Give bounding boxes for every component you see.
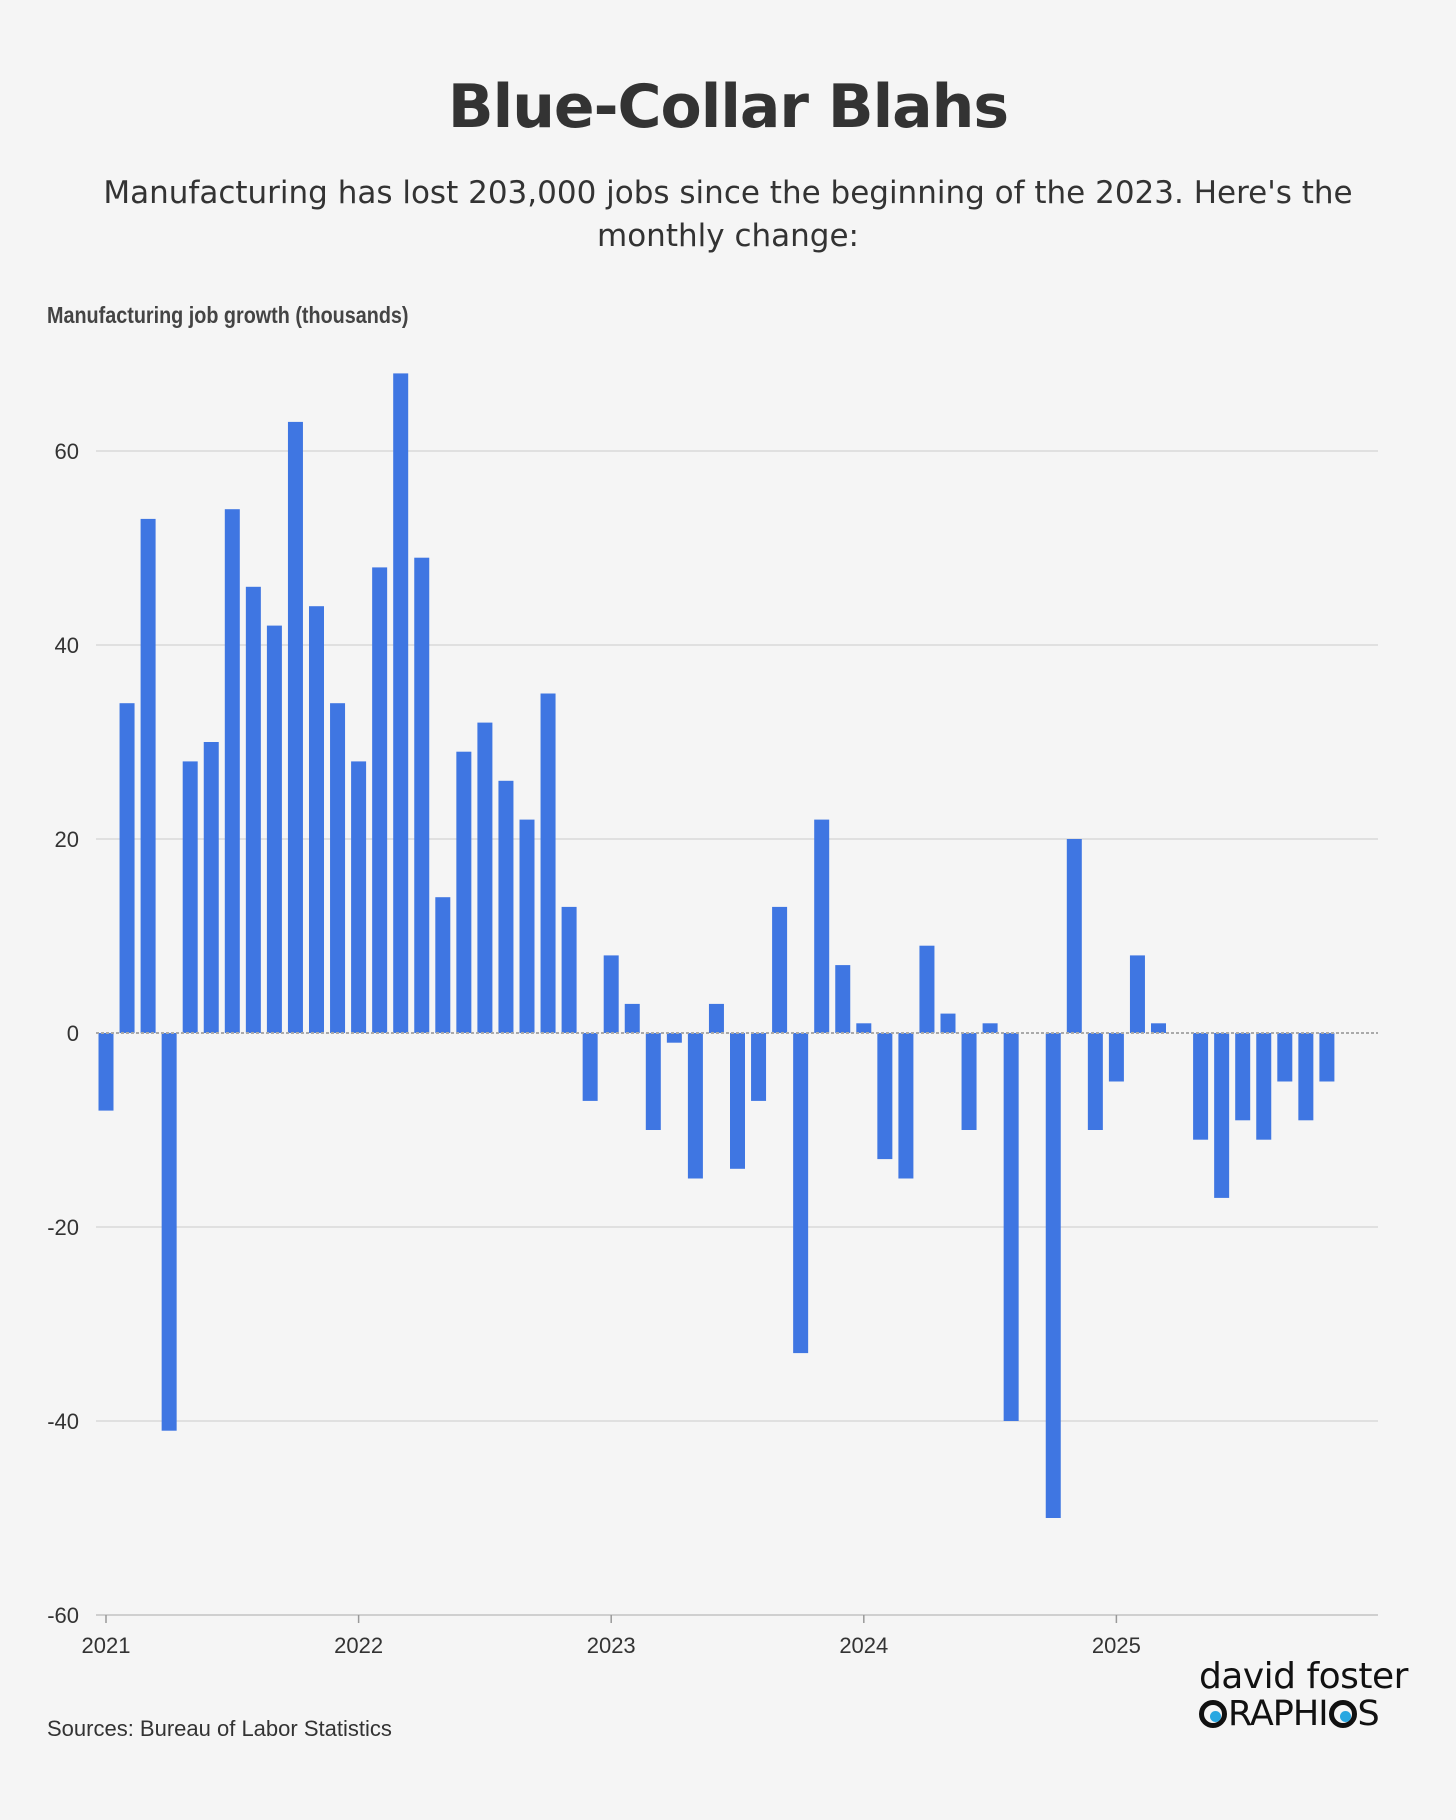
x-tick-label: 2025 [1092, 1633, 1141, 1658]
bar: 2025-01: -5 [1109, 1033, 1124, 1082]
bar: 2025-05: -11 [1193, 1033, 1208, 1140]
y-tick-label: 0 [67, 1021, 79, 1046]
bar: 2023-10: -33 [793, 1033, 808, 1353]
bar: 2023-08: -7 [751, 1033, 766, 1101]
bar: 2024-02: -13 [877, 1033, 892, 1159]
bar: 2024-08: -40 [1004, 1033, 1019, 1421]
x-tick-label: 2023 [587, 1633, 636, 1658]
bar: 2022-08: 26 [498, 781, 513, 1033]
bar: 2025-03: 1 [1151, 1023, 1166, 1033]
bar: 2025-10: -9 [1298, 1033, 1313, 1120]
bar: 2025-08: -11 [1256, 1033, 1271, 1140]
y-tick-label: -40 [47, 1409, 79, 1434]
bar: 2024-10: -50 [1046, 1033, 1061, 1518]
bar: 2022-04: 49 [414, 558, 429, 1033]
bar: 2025-09: -5 [1277, 1033, 1292, 1082]
bar: 2023-03: -10 [646, 1033, 661, 1130]
bar: 2022-07: 32 [477, 723, 492, 1033]
y-tick-label: 20 [55, 827, 79, 852]
logo-g-mark-icon [1199, 1700, 1227, 1728]
bar: 2023-11: 22 [814, 820, 829, 1033]
brand-logo: david foster RAPHI S [1199, 1658, 1408, 1732]
bar: 2022-09: 22 [520, 820, 535, 1033]
x-tick-label: 2022 [334, 1633, 383, 1658]
bar: 2024-05: 2 [941, 1014, 956, 1033]
y-tick-label: -20 [47, 1215, 79, 1240]
bar: 2021-09: 42 [267, 626, 282, 1033]
bar: 2022-05: 14 [435, 897, 450, 1033]
bar: 2024-12: -10 [1088, 1033, 1103, 1130]
bar: 2024-03: -15 [898, 1033, 913, 1179]
bar: 2021-06: 30 [204, 742, 219, 1033]
bar: 2025-06: -17 [1214, 1033, 1229, 1198]
logo-text-bottom: RAPHI S [1199, 1696, 1408, 1732]
bar: 2025-07: -9 [1235, 1033, 1250, 1120]
bar: 2022-01: 28 [351, 761, 366, 1033]
x-tick-label: 2024 [839, 1633, 888, 1658]
bar: 2023-12: 7 [835, 965, 850, 1033]
bar: 2022-03: 68 [393, 373, 408, 1033]
bar: 2023-09: 13 [772, 907, 787, 1033]
bar: 2022-10: 35 [541, 694, 556, 1034]
logo-text-top: david foster [1199, 1658, 1408, 1696]
bar: 2024-04: 9 [919, 946, 934, 1033]
bar: 2021-04: -41 [162, 1033, 177, 1431]
bar: 2021-03: 53 [141, 519, 156, 1033]
bar: 2021-07: 54 [225, 509, 240, 1033]
bar: 2025-02: 8 [1130, 955, 1145, 1033]
bar: 2024-07: 1 [983, 1023, 998, 1033]
y-tick-label: 60 [55, 439, 79, 464]
bar: 2021-05: 28 [183, 761, 198, 1033]
bar: 2021-12: 34 [330, 703, 345, 1033]
logo-text-middle: RAPHI [1228, 1696, 1328, 1732]
logo-c-mark-icon [1329, 1700, 1357, 1728]
bar: 2023-07: -14 [730, 1033, 745, 1169]
logo-text-end: S [1358, 1696, 1379, 1732]
y-tick-label: -60 [47, 1603, 79, 1628]
bar: 2021-02: 34 [120, 703, 135, 1033]
bar: 2023-04: -1 [667, 1033, 682, 1043]
bar-chart: 2021-01: -8 2021-02: 34 2021-03: 53 2021-04… [0, 0, 1456, 1700]
y-axis-ticks: 60 40 20 0 -20 -40 -60 [47, 439, 79, 1628]
bar: 2024-01: 1 [856, 1023, 871, 1033]
bar: 2022-12: -7 [583, 1033, 598, 1101]
bar: 2024-06: -10 [962, 1033, 977, 1130]
bars: 2021-01: -8 2021-02: 34 2021-03: 53 2021-04… [99, 373, 1335, 1518]
bar: 2023-02: 3 [625, 1004, 640, 1033]
bar: 2021-01: -8 [99, 1033, 114, 1111]
bar: 2021-08: 46 [246, 587, 261, 1033]
bar: 2022-06: 29 [456, 752, 471, 1033]
bar: 2024-11: 20 [1067, 839, 1082, 1033]
x-tick-label: 2021 [82, 1633, 131, 1658]
x-axis: 2021 2022 2023 2024 2025 [82, 1615, 1378, 1658]
bar: 2023-06: 3 [709, 1004, 724, 1033]
bar: 2023-05: -15 [688, 1033, 703, 1179]
bar: 2021-11: 44 [309, 606, 324, 1033]
bar: 2022-11: 13 [562, 907, 577, 1033]
source-note: Sources: Bureau of Labor Statistics [47, 1716, 392, 1742]
bar: 2021-10: 63 [288, 422, 303, 1033]
bar: 2022-02: 48 [372, 567, 387, 1033]
bar: 2023-01: 8 [604, 955, 619, 1033]
y-tick-label: 40 [55, 633, 79, 658]
bar: 2025-11: -5 [1319, 1033, 1334, 1082]
